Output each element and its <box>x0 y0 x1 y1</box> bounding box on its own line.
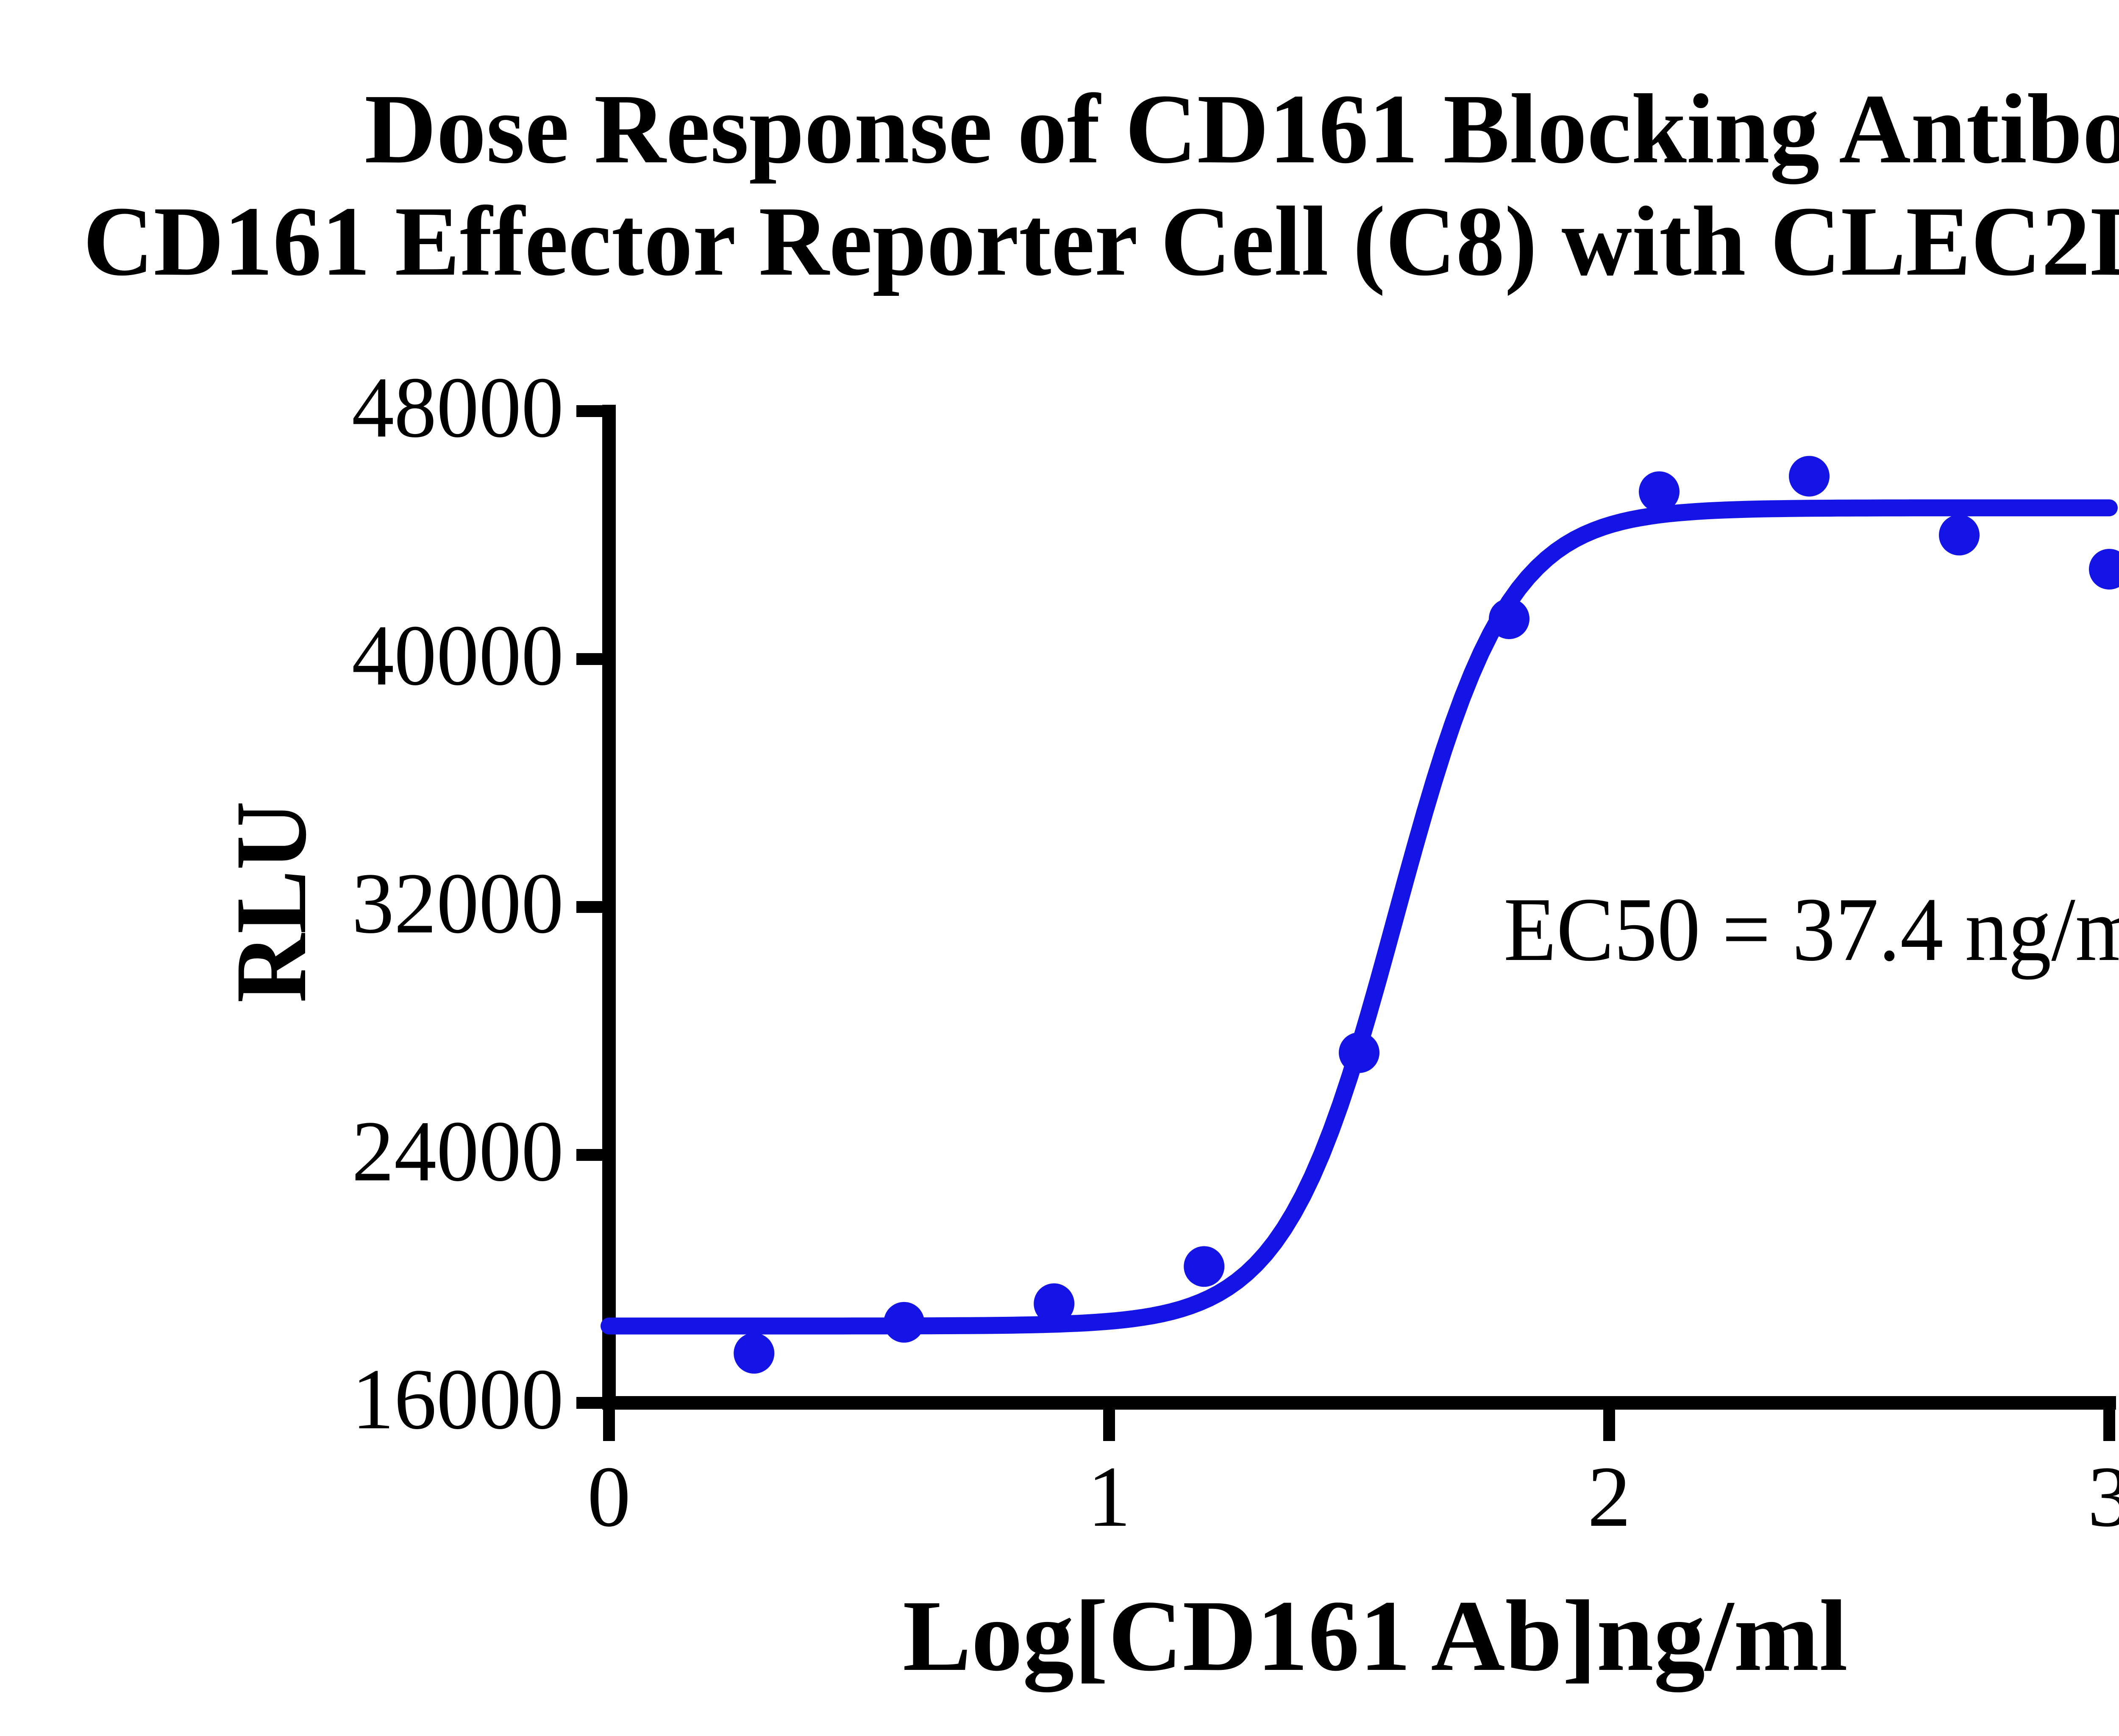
x-tick-label: 2 <box>1588 1449 1631 1545</box>
x-tick-label: 1 <box>1087 1449 1131 1545</box>
chart-title-line-1: Dose Response of CD161 Blocking Antibody… <box>364 74 2119 184</box>
y-axis-title: RLU <box>214 801 327 1003</box>
y-tick-label: 32000 <box>352 855 564 951</box>
y-tick-label: 40000 <box>352 607 564 704</box>
x-axis-title: Log[CD161 Ab]ng/ml <box>903 1579 1848 1692</box>
y-tick-label: 16000 <box>352 1351 564 1447</box>
data-point <box>734 1333 775 1374</box>
y-tick-label: 48000 <box>352 359 564 456</box>
data-point <box>1339 1032 1379 1073</box>
data-point <box>1034 1283 1075 1324</box>
plot-area: 16000 24000 32000 40000 48000 0 1 2 3 <box>352 359 2119 1545</box>
data-point <box>1789 456 1830 497</box>
data-point <box>2089 548 2119 590</box>
chart-title-line-2: CD161 Effector Reporter Cell (C8) with C… <box>83 186 2119 296</box>
ec50-annotation: EC50 = 37.4 ng/ml <box>1504 879 2119 980</box>
data-point <box>1639 471 1680 512</box>
data-point <box>1184 1246 1225 1287</box>
data-point <box>1939 515 1980 556</box>
data-point <box>1489 598 1529 639</box>
y-tick-label: 24000 <box>352 1103 564 1199</box>
x-tick-label: 0 <box>587 1449 631 1545</box>
data-point <box>884 1302 925 1343</box>
x-tick-label: 3 <box>2088 1449 2119 1545</box>
